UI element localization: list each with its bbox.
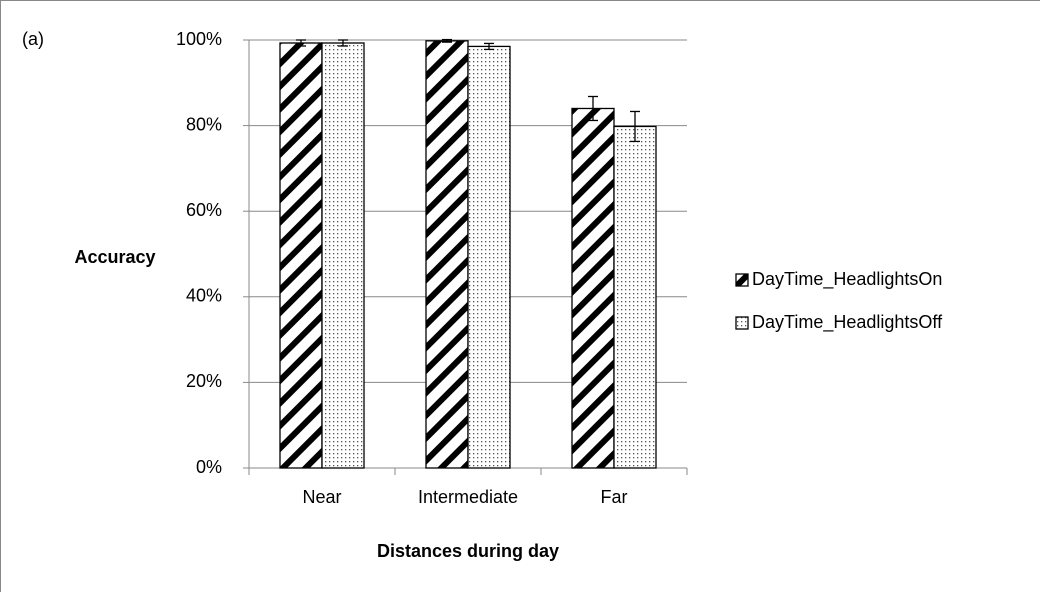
y-tick-label: 40% bbox=[186, 286, 222, 306]
y-axis-label: Accuracy bbox=[74, 247, 155, 267]
y-tick-label: 0% bbox=[196, 457, 222, 477]
y-tick-label: 100% bbox=[176, 29, 222, 49]
x-axis-label: Distances during day bbox=[377, 541, 559, 561]
y-tick-label: 20% bbox=[186, 371, 222, 391]
bar bbox=[279, 42, 323, 469]
bar bbox=[425, 40, 469, 469]
bar bbox=[571, 107, 615, 469]
x-tick-label: Intermediate bbox=[418, 487, 518, 507]
legend-label: DayTime_HeadlightsOn bbox=[752, 269, 942, 290]
error-bar bbox=[588, 95, 598, 122]
legend-swatch bbox=[735, 273, 749, 287]
error-bar bbox=[484, 42, 494, 51]
bar bbox=[613, 125, 657, 469]
bar bbox=[467, 45, 511, 469]
error-bar bbox=[442, 38, 452, 43]
annotation: (a) bbox=[22, 29, 44, 49]
legend-label: DayTime_HeadlightsOff bbox=[752, 312, 943, 333]
x-tick-label: Far bbox=[601, 487, 628, 507]
error-bar bbox=[296, 39, 306, 47]
y-tick-label: 80% bbox=[186, 114, 222, 134]
error-bar bbox=[630, 110, 640, 143]
error-bar bbox=[338, 39, 348, 47]
bar bbox=[321, 42, 365, 469]
y-tick-label: 60% bbox=[186, 200, 222, 220]
legend-swatch bbox=[735, 316, 749, 330]
x-tick-label: Near bbox=[302, 487, 341, 507]
